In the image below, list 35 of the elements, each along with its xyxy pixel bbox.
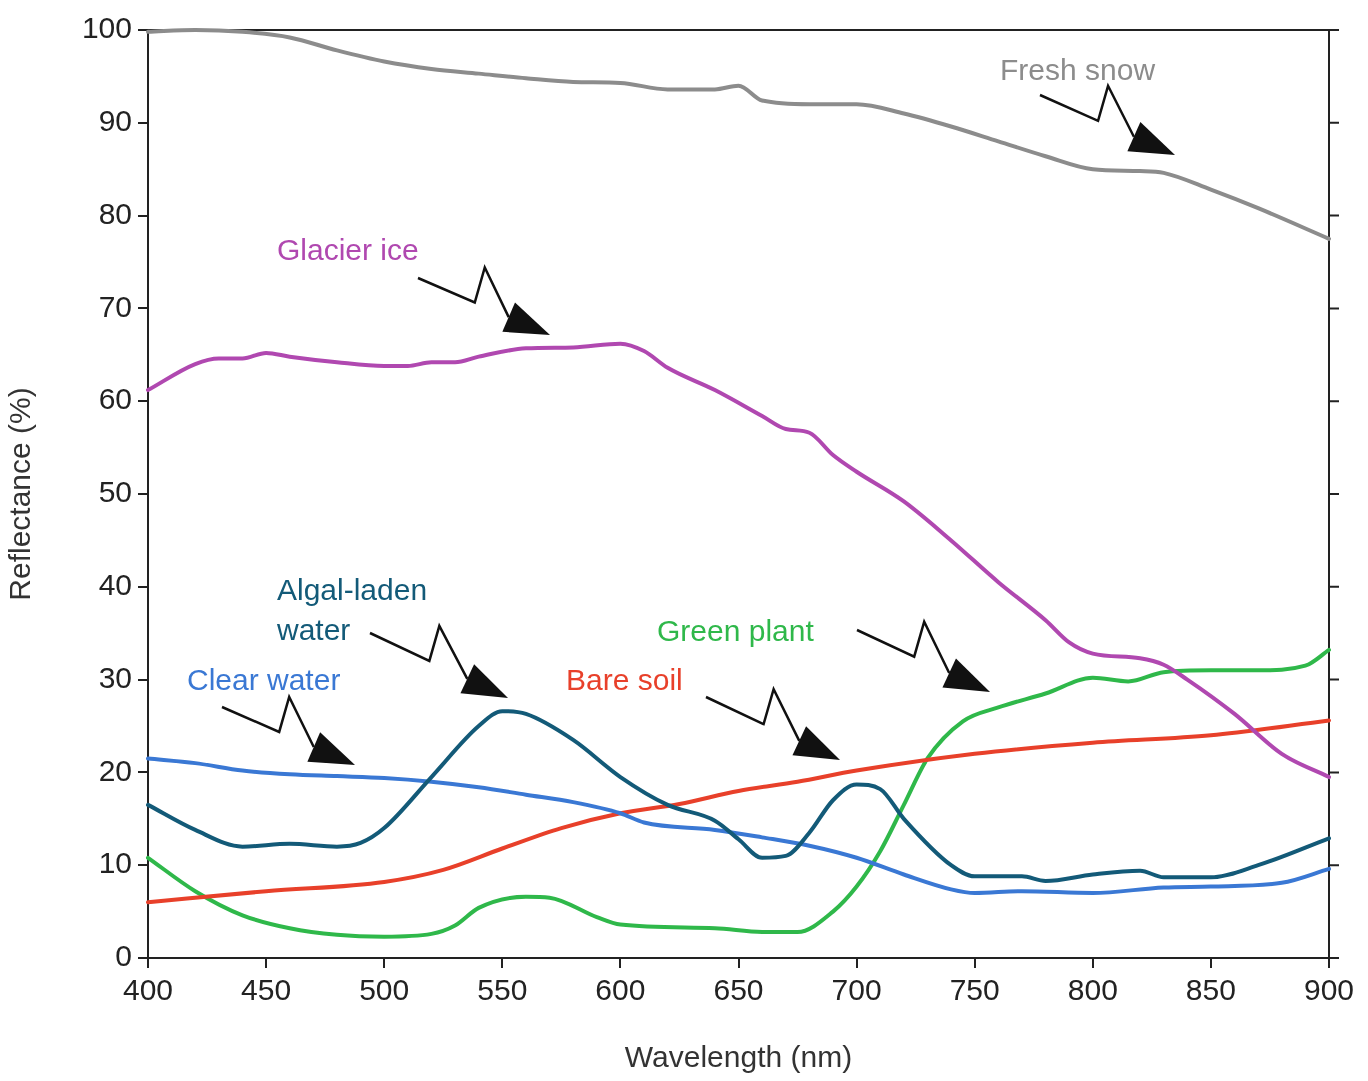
y-tick-label: 50 — [98, 475, 132, 509]
text: Glacier ice — [277, 232, 420, 268]
x-tick-label: 650 — [713, 973, 764, 1007]
x-tick-label: 700 — [831, 973, 882, 1007]
text: Green plant — [657, 613, 815, 649]
x-tick-label: 800 — [1067, 973, 1118, 1007]
line-series — [146, 718, 1331, 905]
y-tick-label: 0 — [115, 939, 132, 973]
y-tick-label: 30 — [98, 660, 132, 694]
y-axis-title: Reflectance (%) — [3, 387, 37, 601]
y-tick-label: 100 — [81, 11, 132, 45]
x-axis-title: Wavelength (nm) — [624, 1040, 853, 1074]
x-tick-label: 600 — [595, 973, 646, 1007]
x-tick-label: 750 — [949, 973, 1000, 1007]
x-tick-label: 900 — [1303, 973, 1355, 1007]
y-tick-label: 60 — [98, 382, 132, 416]
y-tick-label: 70 — [98, 289, 132, 323]
y-tick-label: 80 — [98, 196, 132, 230]
series-label: Fresh snow — [1000, 52, 1157, 88]
text: Algal-laden water — [277, 572, 429, 648]
line-series — [146, 341, 1331, 780]
x-tick-label: 450 — [241, 973, 292, 1007]
y-tick-label: 10 — [98, 846, 132, 880]
y-tick-label: 20 — [98, 753, 132, 787]
y-tick-label: 40 — [98, 568, 132, 602]
x-tick-label: 500 — [359, 973, 410, 1007]
line-series — [146, 756, 1331, 896]
y-tick-label: 90 — [98, 104, 132, 138]
x-tick-label: 550 — [477, 973, 528, 1007]
text: Bare soil — [566, 662, 684, 698]
x-tick-label: 850 — [1185, 973, 1236, 1007]
text: Clear water — [187, 663, 341, 696]
line-series — [146, 647, 1331, 939]
line-series — [146, 709, 1331, 883]
x-tick-label: 400 — [122, 973, 174, 1007]
